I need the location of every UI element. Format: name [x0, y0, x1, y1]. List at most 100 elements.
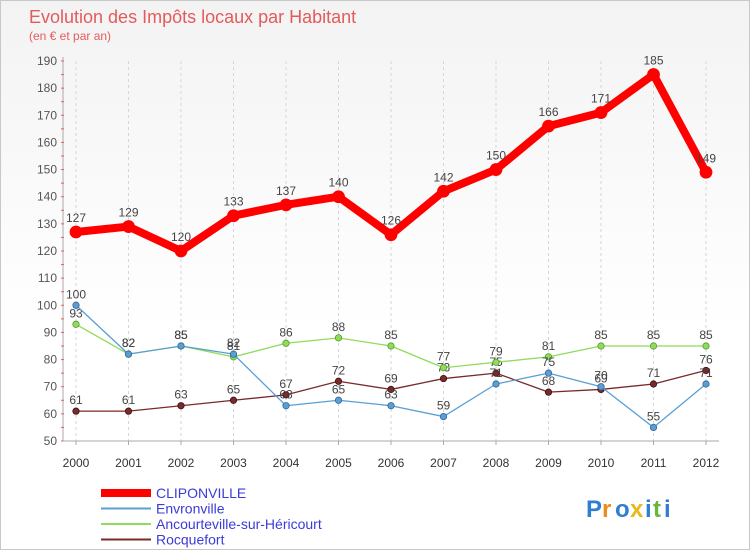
series-1: 100 82 85 82 63 65 63 59 71 75 70 55 71 — [66, 287, 713, 432]
data-label: 63 — [279, 388, 293, 402]
data-label: 149 — [696, 151, 716, 165]
data-label: 185 — [643, 54, 663, 68]
data-label: 61 — [69, 393, 83, 407]
data-point — [177, 402, 185, 410]
data-label: 85 — [699, 328, 713, 342]
data-label: 68 — [542, 374, 556, 388]
data-label: 70 — [594, 369, 608, 383]
x-tick-label: 2012 — [693, 456, 720, 470]
x-tick-label: 2010 — [588, 456, 615, 470]
data-point — [492, 369, 500, 377]
data-point — [439, 374, 448, 383]
data-label: 82 — [227, 336, 241, 350]
x-tick-label: 2011 — [641, 456, 667, 470]
data-point — [544, 369, 553, 377]
data-label: 137 — [276, 184, 296, 198]
data-point — [489, 163, 503, 176]
data-point — [72, 407, 80, 415]
data-point — [72, 320, 80, 328]
series-0: 127 129 120 133 137 140 126 142 150 166 171 185 149 — [66, 54, 716, 258]
logo-letter: r — [602, 496, 611, 523]
x-tick-label: 2001 — [115, 456, 142, 470]
data-label: 59 — [437, 399, 451, 413]
data-point — [334, 334, 343, 342]
y-tick-label: 110 — [38, 271, 57, 285]
logo-letter: x — [630, 496, 644, 523]
series-2: 93 82 85 81 86 88 85 77 79 81 85 85 85 — [69, 306, 713, 372]
data-point — [594, 106, 608, 119]
data-label: 63 — [174, 388, 188, 402]
data-point — [492, 380, 500, 388]
data-label: 129 — [118, 206, 138, 220]
logo-letter: i — [645, 496, 652, 523]
x-tick-label: 2000 — [63, 456, 90, 470]
data-point — [702, 380, 710, 388]
data-point — [439, 412, 448, 421]
data-point — [174, 244, 188, 258]
data-label: 77 — [437, 350, 451, 364]
y-tick-label: 180 — [37, 81, 57, 95]
data-label: 142 — [433, 170, 453, 184]
data-point — [282, 402, 290, 410]
data-label: 93 — [69, 306, 83, 320]
x-tick-label: 2008 — [483, 456, 510, 470]
data-label: 71 — [647, 366, 661, 380]
data-label: 85 — [174, 328, 188, 342]
legend-label: CLIPONVILLE — [156, 485, 246, 501]
logo-letter: t — [653, 496, 661, 523]
y-tick-label: 80 — [44, 353, 58, 367]
data-label: 72 — [332, 363, 346, 377]
y-tick-label: 150 — [37, 163, 57, 177]
data-label: 82 — [122, 336, 136, 350]
y-tick-label: 90 — [44, 325, 58, 339]
logo-letter: i — [664, 496, 671, 523]
data-label: 127 — [66, 211, 86, 225]
data-label: 75 — [542, 355, 556, 369]
data-label: 79 — [489, 344, 503, 358]
legend-label: Ancourteville-sur-Héricourt — [156, 516, 322, 532]
x-tick-label: 2002 — [168, 456, 195, 470]
chart-title: Evolution des Impôts locaux par Habitant — [29, 7, 356, 27]
legend-label: Envronville — [156, 501, 225, 517]
data-point — [649, 342, 658, 350]
data-point — [437, 184, 450, 198]
data-label: 76 — [699, 352, 713, 366]
data-point — [332, 190, 345, 204]
data-label: 85 — [594, 328, 608, 342]
data-label: 166 — [538, 105, 558, 119]
data-label: 140 — [328, 176, 348, 190]
data-point — [229, 396, 238, 404]
data-point — [647, 68, 660, 81]
y-tick-label: 120 — [37, 244, 57, 258]
logo-letter: o — [615, 496, 630, 523]
data-point — [492, 358, 500, 366]
data-point — [384, 228, 398, 242]
data-label: 126 — [381, 214, 401, 228]
data-label: 67 — [279, 377, 293, 391]
data-point — [177, 342, 185, 350]
data-label: 65 — [332, 382, 346, 396]
data-label: 55 — [647, 409, 661, 423]
data-label: 81 — [542, 339, 556, 353]
data-point — [649, 423, 658, 432]
chart-subtitle: (en € et par an) — [29, 29, 111, 43]
data-label: 88 — [332, 320, 346, 334]
data-point — [279, 198, 293, 212]
x-tick-label: 2005 — [325, 456, 352, 470]
data-point — [72, 301, 80, 309]
data-label: 120 — [171, 230, 191, 244]
data-point — [702, 342, 710, 350]
data-point — [542, 119, 555, 133]
data-label: 85 — [174, 328, 188, 342]
data-label: 85 — [647, 328, 661, 342]
y-tick-label: 140 — [37, 190, 57, 204]
data-point — [699, 165, 713, 179]
data-point — [229, 350, 238, 358]
data-label: 61 — [122, 393, 136, 407]
data-point — [282, 339, 290, 347]
data-label: 69 — [594, 371, 608, 385]
series-group: 6161636567726973756869717693828581868885… — [66, 54, 716, 432]
data-label: 81 — [227, 339, 241, 353]
